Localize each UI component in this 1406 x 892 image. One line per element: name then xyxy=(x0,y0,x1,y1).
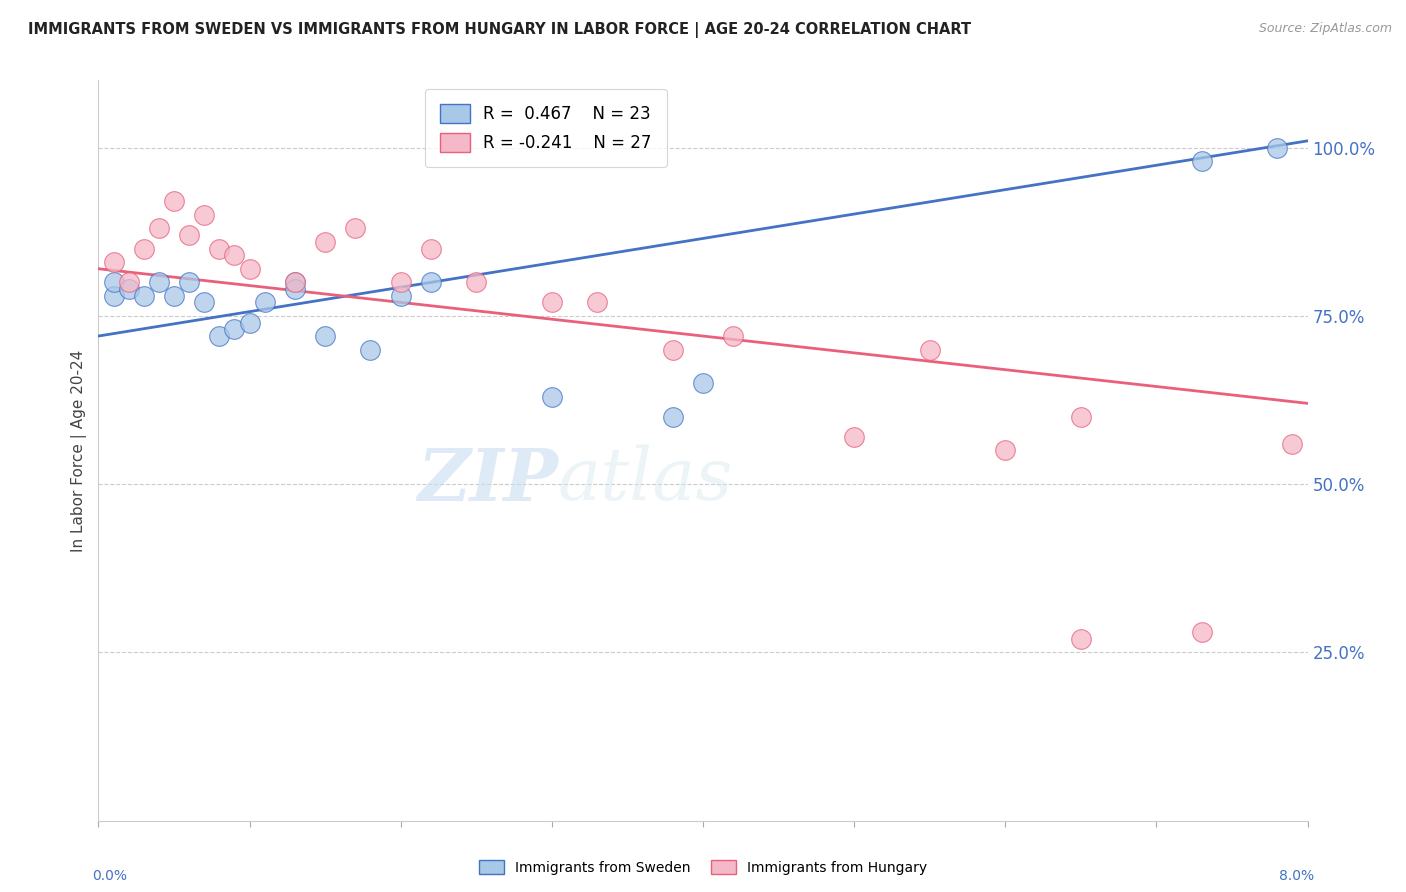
Point xyxy=(224,248,246,262)
Point xyxy=(541,295,564,310)
Point xyxy=(918,343,941,357)
Point xyxy=(239,261,262,276)
Point xyxy=(118,282,141,296)
Legend: Immigrants from Sweden, Immigrants from Hungary: Immigrants from Sweden, Immigrants from … xyxy=(472,855,934,880)
Point xyxy=(132,242,155,256)
Point xyxy=(118,275,141,289)
Point xyxy=(662,409,685,424)
Point xyxy=(586,295,609,310)
Text: 8.0%: 8.0% xyxy=(1278,869,1313,883)
Point xyxy=(1191,625,1213,640)
Point xyxy=(163,288,186,302)
Point xyxy=(389,288,412,302)
Point xyxy=(420,242,443,256)
Point xyxy=(148,275,170,289)
Point xyxy=(465,275,488,289)
Point xyxy=(253,295,276,310)
Point xyxy=(208,329,231,343)
Point xyxy=(179,275,201,289)
Point xyxy=(1267,140,1289,154)
Point xyxy=(163,194,186,209)
Point xyxy=(179,228,201,243)
Point xyxy=(692,376,714,391)
Text: IMMIGRANTS FROM SWEDEN VS IMMIGRANTS FROM HUNGARY IN LABOR FORCE | AGE 20-24 COR: IMMIGRANTS FROM SWEDEN VS IMMIGRANTS FRO… xyxy=(28,22,972,38)
Point xyxy=(662,343,685,357)
Point xyxy=(103,275,125,289)
Point xyxy=(360,343,382,357)
Text: 0.0%: 0.0% xyxy=(93,869,128,883)
Point xyxy=(1070,409,1092,424)
Point xyxy=(148,221,170,235)
Point xyxy=(1070,632,1092,646)
Point xyxy=(994,443,1017,458)
Point xyxy=(132,288,155,302)
Point xyxy=(1281,436,1303,450)
Text: atlas: atlas xyxy=(558,445,734,516)
Point xyxy=(844,430,866,444)
Point xyxy=(193,295,215,310)
Point xyxy=(723,329,745,343)
Point xyxy=(103,255,125,269)
Point xyxy=(224,322,246,336)
Point xyxy=(239,316,262,330)
Point xyxy=(314,329,336,343)
Point xyxy=(314,235,336,249)
Point xyxy=(389,275,412,289)
Text: ZIP: ZIP xyxy=(418,444,558,516)
Legend: R =  0.467    N = 23, R = -0.241    N = 27: R = 0.467 N = 23, R = -0.241 N = 27 xyxy=(425,88,666,167)
Text: Source: ZipAtlas.com: Source: ZipAtlas.com xyxy=(1258,22,1392,36)
Point xyxy=(208,242,231,256)
Point xyxy=(284,275,307,289)
Point xyxy=(541,390,564,404)
Point xyxy=(284,282,307,296)
Point xyxy=(284,275,307,289)
Point xyxy=(344,221,367,235)
Point xyxy=(1191,154,1213,169)
Point xyxy=(420,275,443,289)
Y-axis label: In Labor Force | Age 20-24: In Labor Force | Age 20-24 xyxy=(72,350,87,551)
Point xyxy=(193,208,215,222)
Point xyxy=(103,288,125,302)
